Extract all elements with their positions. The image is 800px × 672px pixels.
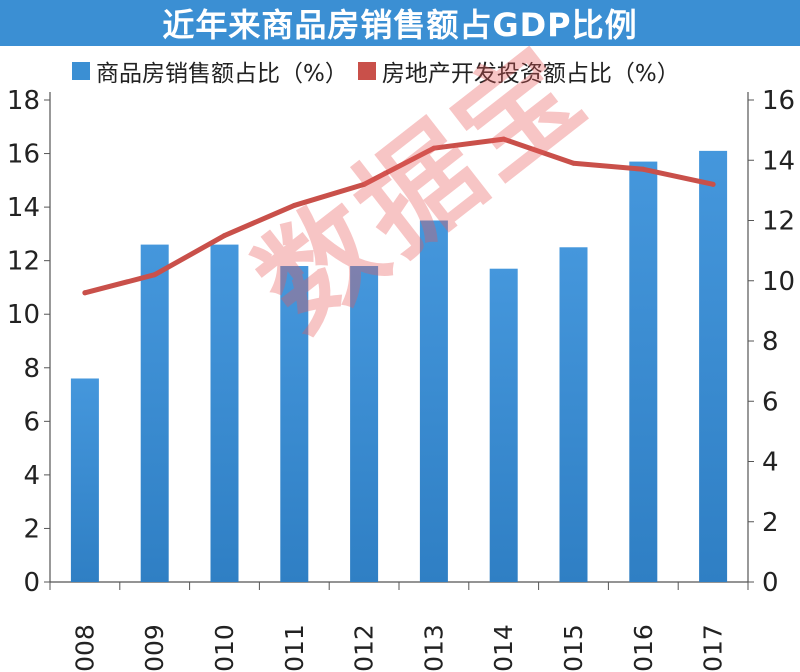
chart-legend: 商品房销售额占比（%） 房地产开发投资额占比（%） xyxy=(72,54,680,88)
bar-2014 xyxy=(489,268,518,582)
line-point-2010 xyxy=(222,233,227,239)
x-tick-label: 2010 xyxy=(210,624,239,672)
bar-2011 xyxy=(280,266,309,582)
right-tick-label: 8 xyxy=(762,327,779,357)
chart-title: 近年来商品房销售额占GDP比例 xyxy=(162,6,638,44)
x-tick-label: 2014 xyxy=(489,624,518,672)
right-tick-label: 16 xyxy=(762,86,795,116)
x-tick-label: 2016 xyxy=(629,624,658,672)
x-tick-label: 2009 xyxy=(140,624,169,672)
left-tick-label: 12 xyxy=(7,247,40,277)
x-tick-label: 2012 xyxy=(350,624,379,672)
legend-item-bar: 商品房销售额占比（%） xyxy=(72,54,348,88)
left-tick-label: 0 xyxy=(23,568,40,598)
line-point-2016 xyxy=(640,166,646,172)
line-point-2013 xyxy=(431,145,437,151)
line-series xyxy=(82,136,716,296)
x-tick-label: 2015 xyxy=(559,624,588,672)
x-tick-label: 2017 xyxy=(699,624,728,672)
legend-item-line: 房地产开发投资额占比（%） xyxy=(357,54,680,88)
line-point-2008 xyxy=(82,290,88,296)
line-point-2015 xyxy=(571,160,576,166)
chart-title-bar: 近年来商品房销售额占GDP比例 xyxy=(0,0,800,46)
right-tick-label: 2 xyxy=(762,508,779,538)
line-point-2009 xyxy=(152,272,158,278)
right-tick-label: 10 xyxy=(762,267,795,297)
right-tick-label: 12 xyxy=(762,207,795,237)
x-tick-label: 2008 xyxy=(70,624,99,672)
bar-2008 xyxy=(70,378,99,582)
line-point-2017 xyxy=(710,181,716,187)
x-tick-label: 2011 xyxy=(280,624,309,672)
right-tick-label: 6 xyxy=(762,387,779,417)
line-point-2014 xyxy=(501,136,507,142)
left-tick-label: 4 xyxy=(23,461,40,491)
bar-2012 xyxy=(350,266,379,582)
line-point-2011 xyxy=(291,202,297,208)
left-tick-label: 10 xyxy=(7,300,40,330)
legend-label-line: 房地产开发投资额占比（%） xyxy=(381,61,680,87)
legend-swatch-line xyxy=(357,62,376,80)
bar-2015 xyxy=(559,247,588,582)
left-tick-label: 6 xyxy=(23,407,40,437)
bar-2013 xyxy=(419,220,448,582)
bar-2017 xyxy=(699,150,728,582)
legend-swatch-bar xyxy=(72,62,90,80)
left-tick-label: 18 xyxy=(7,86,40,116)
bar-2016 xyxy=(629,161,658,583)
left-tick-label: 2 xyxy=(23,514,40,544)
bar-2009 xyxy=(140,244,169,582)
right-tick-label: 14 xyxy=(762,146,795,176)
line-point-2012 xyxy=(361,181,367,187)
legend-label-bar: 商品房销售额占比（%） xyxy=(96,61,348,87)
right-tick-label: 0 xyxy=(762,568,779,598)
left-tick-label: 14 xyxy=(7,193,40,223)
x-tick-label: 2013 xyxy=(419,624,448,672)
left-tick-label: 16 xyxy=(7,140,40,170)
right-tick-label: 4 xyxy=(762,448,779,478)
bar-2010 xyxy=(210,244,239,582)
left-tick-label: 8 xyxy=(23,354,40,384)
